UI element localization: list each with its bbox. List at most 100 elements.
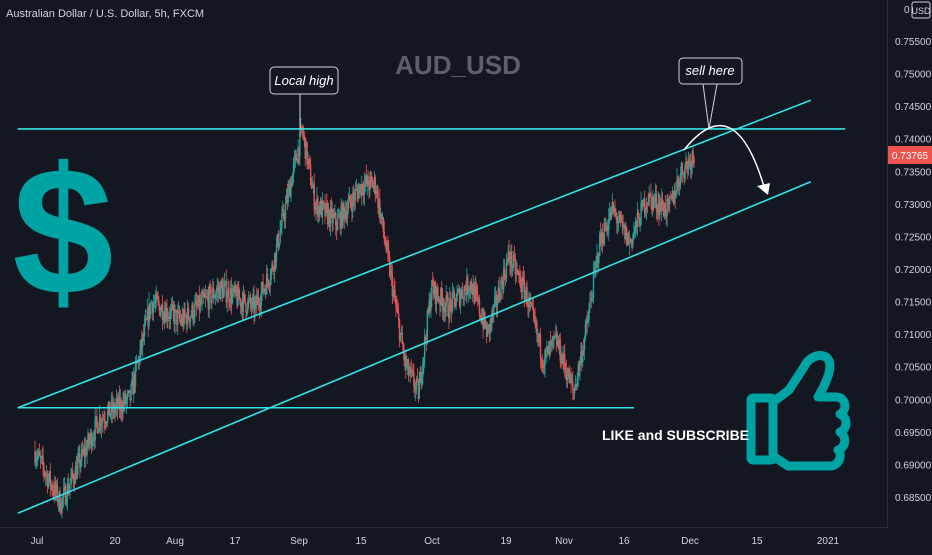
candle-body [244, 294, 246, 304]
candle-body [640, 202, 642, 225]
projection-arc [683, 124, 766, 191]
candle-body [224, 281, 227, 284]
candle-body [590, 298, 592, 302]
candle-body [658, 202, 660, 215]
candle-body [125, 399, 128, 404]
candle-body [648, 192, 650, 204]
candle-body [239, 298, 241, 300]
candle-body [119, 400, 121, 410]
candle-body [510, 251, 512, 266]
candle-body [205, 296, 208, 297]
candle-body [394, 290, 396, 301]
candle-body [495, 294, 498, 307]
candle-body [397, 309, 399, 314]
trendline-channel-lower[interactable] [17, 180, 812, 515]
candle-body [379, 213, 382, 219]
candle-body [319, 200, 322, 214]
candle-body [307, 159, 309, 165]
candle-body [54, 482, 57, 493]
candle-body [655, 194, 658, 210]
candle-body [511, 251, 513, 269]
candle-body [428, 300, 430, 313]
candle-body [273, 269, 275, 272]
candle-body [347, 200, 350, 211]
candle-body [89, 432, 92, 440]
candle-body [465, 289, 467, 296]
candle-body [541, 360, 543, 367]
candle-body [643, 198, 645, 207]
candle-body [83, 448, 86, 457]
trendline-channel-upper[interactable] [17, 99, 812, 409]
candle-body [629, 239, 631, 242]
candle-body [322, 200, 324, 204]
local-high-callout[interactable]: Local high [269, 66, 339, 129]
projection-arrow[interactable] [683, 124, 770, 195]
candle-body [625, 227, 628, 246]
candle-body [415, 378, 418, 385]
candle-body [123, 400, 125, 405]
candle-body [610, 207, 613, 219]
candle-body [256, 297, 259, 305]
candle-body [406, 360, 409, 366]
candle-body [438, 300, 440, 302]
time-tick-label: 16 [618, 536, 630, 547]
candle-body [408, 373, 411, 376]
candle-body [316, 198, 318, 205]
candle-body [652, 196, 655, 203]
candle-body [450, 298, 452, 303]
candle-body [43, 465, 45, 473]
candle-body [625, 227, 627, 240]
candle-body [114, 409, 116, 413]
candle-body [99, 416, 102, 427]
candle-body [59, 491, 61, 512]
candle-body [507, 251, 509, 261]
candle-body [693, 158, 695, 164]
candle-body [198, 295, 201, 311]
candle-body [451, 292, 454, 312]
candle-body [318, 206, 320, 217]
candle-body [622, 221, 624, 227]
candle-body [476, 290, 478, 294]
candle-body [344, 211, 347, 219]
candle-body [643, 198, 646, 214]
candle-body [334, 213, 336, 217]
candle-body [350, 202, 352, 206]
current-price-tag[interactable] [888, 146, 932, 164]
candle-body [366, 176, 368, 185]
candle-body [599, 233, 602, 244]
price-axis-panel[interactable] [888, 0, 932, 550]
candle-body [470, 281, 473, 290]
candle-body [146, 310, 148, 320]
candle-body [77, 457, 79, 464]
candle-body [196, 305, 199, 307]
candle-body [403, 350, 405, 360]
candle-body [296, 160, 298, 163]
candle-body [437, 295, 439, 301]
sell-here-callout[interactable]: sell here [678, 57, 743, 130]
symbol-title: Australian Dollar / U.S. Dollar, 5h, FXC… [6, 8, 204, 20]
candle-body [60, 511, 62, 513]
time-tick-label: Jul [31, 536, 44, 547]
candle-body [91, 441, 94, 448]
candle-body [573, 390, 576, 394]
candle-body [117, 395, 120, 409]
candle-body [609, 212, 612, 219]
candle-body [97, 422, 99, 434]
candle-body [228, 288, 230, 303]
candle-body [552, 336, 554, 340]
candle-body [105, 423, 107, 425]
candle-body [195, 300, 198, 306]
candle-body [604, 223, 606, 231]
candle-body [654, 194, 657, 200]
candle-body [178, 310, 181, 319]
candle-body [381, 217, 384, 220]
currency-badge[interactable] [911, 1, 931, 19]
candle-body [207, 296, 209, 310]
candle-body [589, 301, 591, 310]
candle-body [220, 281, 222, 300]
candle-body [650, 193, 652, 198]
candle-body [168, 317, 170, 318]
candle-body [116, 399, 119, 409]
candle-body [42, 456, 44, 466]
candle-body [102, 418, 104, 420]
